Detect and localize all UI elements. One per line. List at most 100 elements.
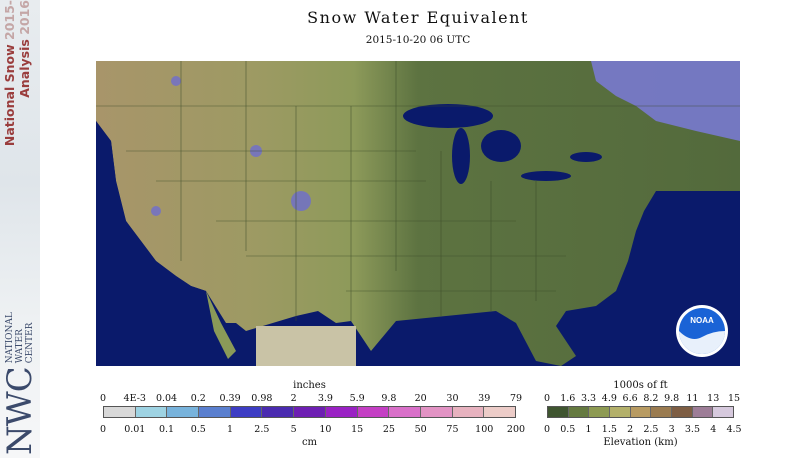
swe-tick-label: 200 bbox=[506, 424, 526, 435]
elev-tick-label: 4.5 bbox=[726, 424, 742, 435]
baja-peninsula bbox=[206, 291, 236, 359]
nwc-logo-text: NWC bbox=[0, 367, 40, 455]
elev-tick-label: 1 bbox=[585, 424, 592, 435]
swe-tick-label: 9.8 bbox=[381, 393, 397, 404]
mexico-region bbox=[256, 326, 356, 366]
swe-color-swatch bbox=[262, 407, 295, 417]
nwc-logo: NWC NATIONAL WATER CENTER bbox=[0, 275, 40, 455]
swe-tick-label: 0 bbox=[99, 393, 107, 404]
snow-patch bbox=[291, 191, 311, 211]
elev-tick-label: 2 bbox=[627, 424, 634, 435]
timestamp: 2015-10-20 06 UTC bbox=[365, 34, 471, 46]
lake-michigan bbox=[452, 128, 470, 184]
map-svg: NOAA bbox=[96, 61, 740, 366]
snow-map: NOAA bbox=[96, 61, 740, 366]
branding-title-line1: National Snow bbox=[2, 44, 17, 147]
swe-color-swatch bbox=[484, 407, 515, 417]
swe-color-swatch bbox=[135, 407, 168, 417]
swe-color-swatch bbox=[420, 407, 453, 417]
swe-tick-label: 3.9 bbox=[317, 393, 333, 404]
elev-tick-label: 4.9 bbox=[601, 393, 617, 404]
swe-color-swatch bbox=[452, 407, 485, 417]
elev-tick-label: 0 bbox=[543, 393, 551, 404]
swe-tick-label: 30 bbox=[446, 393, 459, 404]
elev-tick-label: 0 bbox=[543, 424, 551, 435]
elev-tick-label: 6.6 bbox=[622, 393, 638, 404]
elev-color-swatch bbox=[589, 407, 611, 417]
elev-color-swatch bbox=[651, 407, 673, 417]
elev-color-swatch bbox=[630, 407, 652, 417]
elev-tick-label: 15 bbox=[727, 393, 741, 404]
swe-color-swatch bbox=[357, 407, 390, 417]
nwc-word-water: WATER bbox=[15, 329, 25, 364]
swe-tick-label: 75 bbox=[446, 424, 459, 435]
swe-color-swatch bbox=[294, 407, 326, 417]
state-borders bbox=[96, 61, 740, 321]
elev-legend-top-unit: 1000s of ft bbox=[613, 380, 668, 391]
canada-snow bbox=[591, 61, 740, 141]
swe-tick-label: 4E-3 bbox=[123, 393, 146, 404]
swe-tick-label: 0.2 bbox=[190, 393, 206, 404]
lake-erie bbox=[521, 171, 571, 181]
elev-color-swatch bbox=[713, 407, 734, 417]
swe-tick-label: 2.5 bbox=[254, 424, 270, 435]
elev-color-swatch bbox=[568, 407, 590, 417]
swe-tick-label: 0.1 bbox=[158, 424, 175, 435]
elev-tick-label: 11 bbox=[686, 393, 699, 404]
elev-color-swatch bbox=[672, 407, 693, 417]
great-lakes bbox=[403, 104, 602, 184]
swe-color-bar bbox=[103, 406, 516, 418]
swe-tick-label: 79 bbox=[509, 393, 523, 404]
branding-year1: 2015- bbox=[2, 0, 17, 40]
swe-tick-label: 0.39 bbox=[219, 393, 241, 404]
swe-tick-label: 50 bbox=[414, 424, 427, 435]
swe-tick-label: 0.01 bbox=[124, 424, 146, 435]
swe-color-swatch bbox=[325, 407, 358, 417]
elev-tick-label: 8.2 bbox=[643, 393, 659, 404]
elev-color-swatch bbox=[548, 407, 569, 417]
swe-legend-top-unit: inches bbox=[293, 380, 326, 391]
swe-color-swatch bbox=[199, 407, 231, 417]
branding-title-line2: Analysis bbox=[17, 39, 32, 98]
swe-tick-label: 100 bbox=[475, 424, 494, 435]
elev-tick-label: 2.5 bbox=[643, 424, 659, 435]
swe-color-swatch bbox=[167, 407, 200, 417]
nwc-word-center: CENTER bbox=[25, 322, 35, 364]
pacific-coast bbox=[96, 121, 216, 326]
snow-patch bbox=[171, 76, 181, 86]
nwc-word-national: NATIONAL bbox=[5, 312, 15, 364]
swe-tick-label: 20 bbox=[414, 393, 427, 404]
noaa-logo-text: NOAA bbox=[690, 316, 714, 325]
swe-tick-label: 10 bbox=[319, 424, 332, 435]
swe-tick-label: 2 bbox=[290, 393, 297, 404]
swe-legend-bottom-unit: cm bbox=[301, 437, 318, 448]
elev-color-bar bbox=[547, 406, 734, 418]
elev-legend-bottom-unit: Elevation (km) bbox=[603, 437, 678, 448]
swe-tick-label: 39 bbox=[478, 393, 491, 404]
elev-color-swatch bbox=[692, 407, 714, 417]
swe-tick-label: 0.5 bbox=[190, 424, 206, 435]
lake-ontario bbox=[570, 152, 602, 162]
elev-tick-label: 9.8 bbox=[664, 393, 680, 404]
swe-tick-label: 0.04 bbox=[155, 393, 178, 404]
elev-color-swatch bbox=[610, 407, 631, 417]
elev-tick-label: 1.5 bbox=[601, 424, 617, 435]
elev-tick-label: 3.3 bbox=[580, 393, 597, 404]
land-region bbox=[96, 61, 740, 366]
noaa-logo: NOAA bbox=[676, 305, 728, 357]
nwc-logo-words: NATIONAL WATER CENTER bbox=[5, 312, 35, 363]
snow-patch bbox=[151, 206, 161, 216]
swe-color-swatch bbox=[389, 407, 421, 417]
swe-tick-label: 15 bbox=[351, 424, 364, 435]
swe-tick-label: 0 bbox=[99, 424, 107, 435]
branding-title: National Snow 2015- Analysis 2016 bbox=[2, 0, 40, 170]
elev-tick-label: 3.5 bbox=[684, 424, 700, 435]
swe-tick-label: 25 bbox=[382, 424, 395, 435]
lake-superior bbox=[403, 104, 493, 128]
elev-tick-label: 0.5 bbox=[560, 424, 576, 435]
swe-color-swatch bbox=[230, 407, 263, 417]
lake-huron bbox=[481, 130, 521, 162]
elev-tick-label: 3 bbox=[668, 424, 675, 435]
swe-tick-label: 5.9 bbox=[349, 393, 365, 404]
swe-tick-label: 0.98 bbox=[251, 393, 273, 404]
